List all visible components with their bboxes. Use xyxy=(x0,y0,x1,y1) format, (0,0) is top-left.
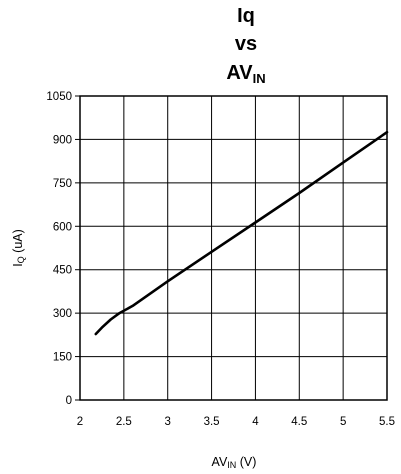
plot-area-border xyxy=(79,95,388,401)
grid xyxy=(75,95,388,401)
y-tick-label: 600 xyxy=(53,221,72,233)
x-tick-label: 2 xyxy=(77,416,83,428)
x-tick-label: 3.5 xyxy=(204,416,220,428)
y-tick-label: 1050 xyxy=(46,91,72,103)
y-tick-label: 300 xyxy=(53,308,72,320)
tick-labels: 2 2.5 3 3.5 4 4.5 5 5.5 0 150 300 450 600 750 900 1050 xyxy=(46,91,395,428)
x-axis-label-unit: (V) xyxy=(236,455,256,469)
x-tick-label: 4.5 xyxy=(291,416,307,428)
y-axis-label-unit: (uA) xyxy=(11,229,25,256)
x-tick-label: 4 xyxy=(252,416,259,428)
series-layer xyxy=(94,130,389,336)
x-tick-label: 5.5 xyxy=(379,416,395,428)
y-tick-label: 450 xyxy=(53,265,72,277)
chart-title-subscript: IN xyxy=(253,71,266,86)
y-axis-label: IQ (uA) xyxy=(11,229,26,267)
y-axis-label-main: I xyxy=(11,263,25,266)
y-axis-label-subscript: Q xyxy=(16,256,26,263)
y-tick-label: 900 xyxy=(53,134,72,146)
chart-title-line3: AVIN xyxy=(226,62,265,86)
x-axis-label-main: AV xyxy=(212,455,228,469)
y-tick-label: 0 xyxy=(66,395,72,407)
x-tick-label: 3 xyxy=(165,416,171,428)
series-line-0 xyxy=(94,130,389,336)
chart-title-line1: Iq xyxy=(237,5,255,27)
chart-title-line2: vs xyxy=(235,33,257,55)
y-tick-label: 150 xyxy=(53,352,72,364)
x-tick-label: 5 xyxy=(340,416,346,428)
x-axis-label-subscript: IN xyxy=(227,460,236,470)
y-tick-label: 750 xyxy=(53,178,72,190)
x-tick-label: 2.5 xyxy=(116,416,132,428)
x-axis-label: AVIN (V) xyxy=(212,455,257,470)
chart-title-main: AV xyxy=(226,62,253,84)
